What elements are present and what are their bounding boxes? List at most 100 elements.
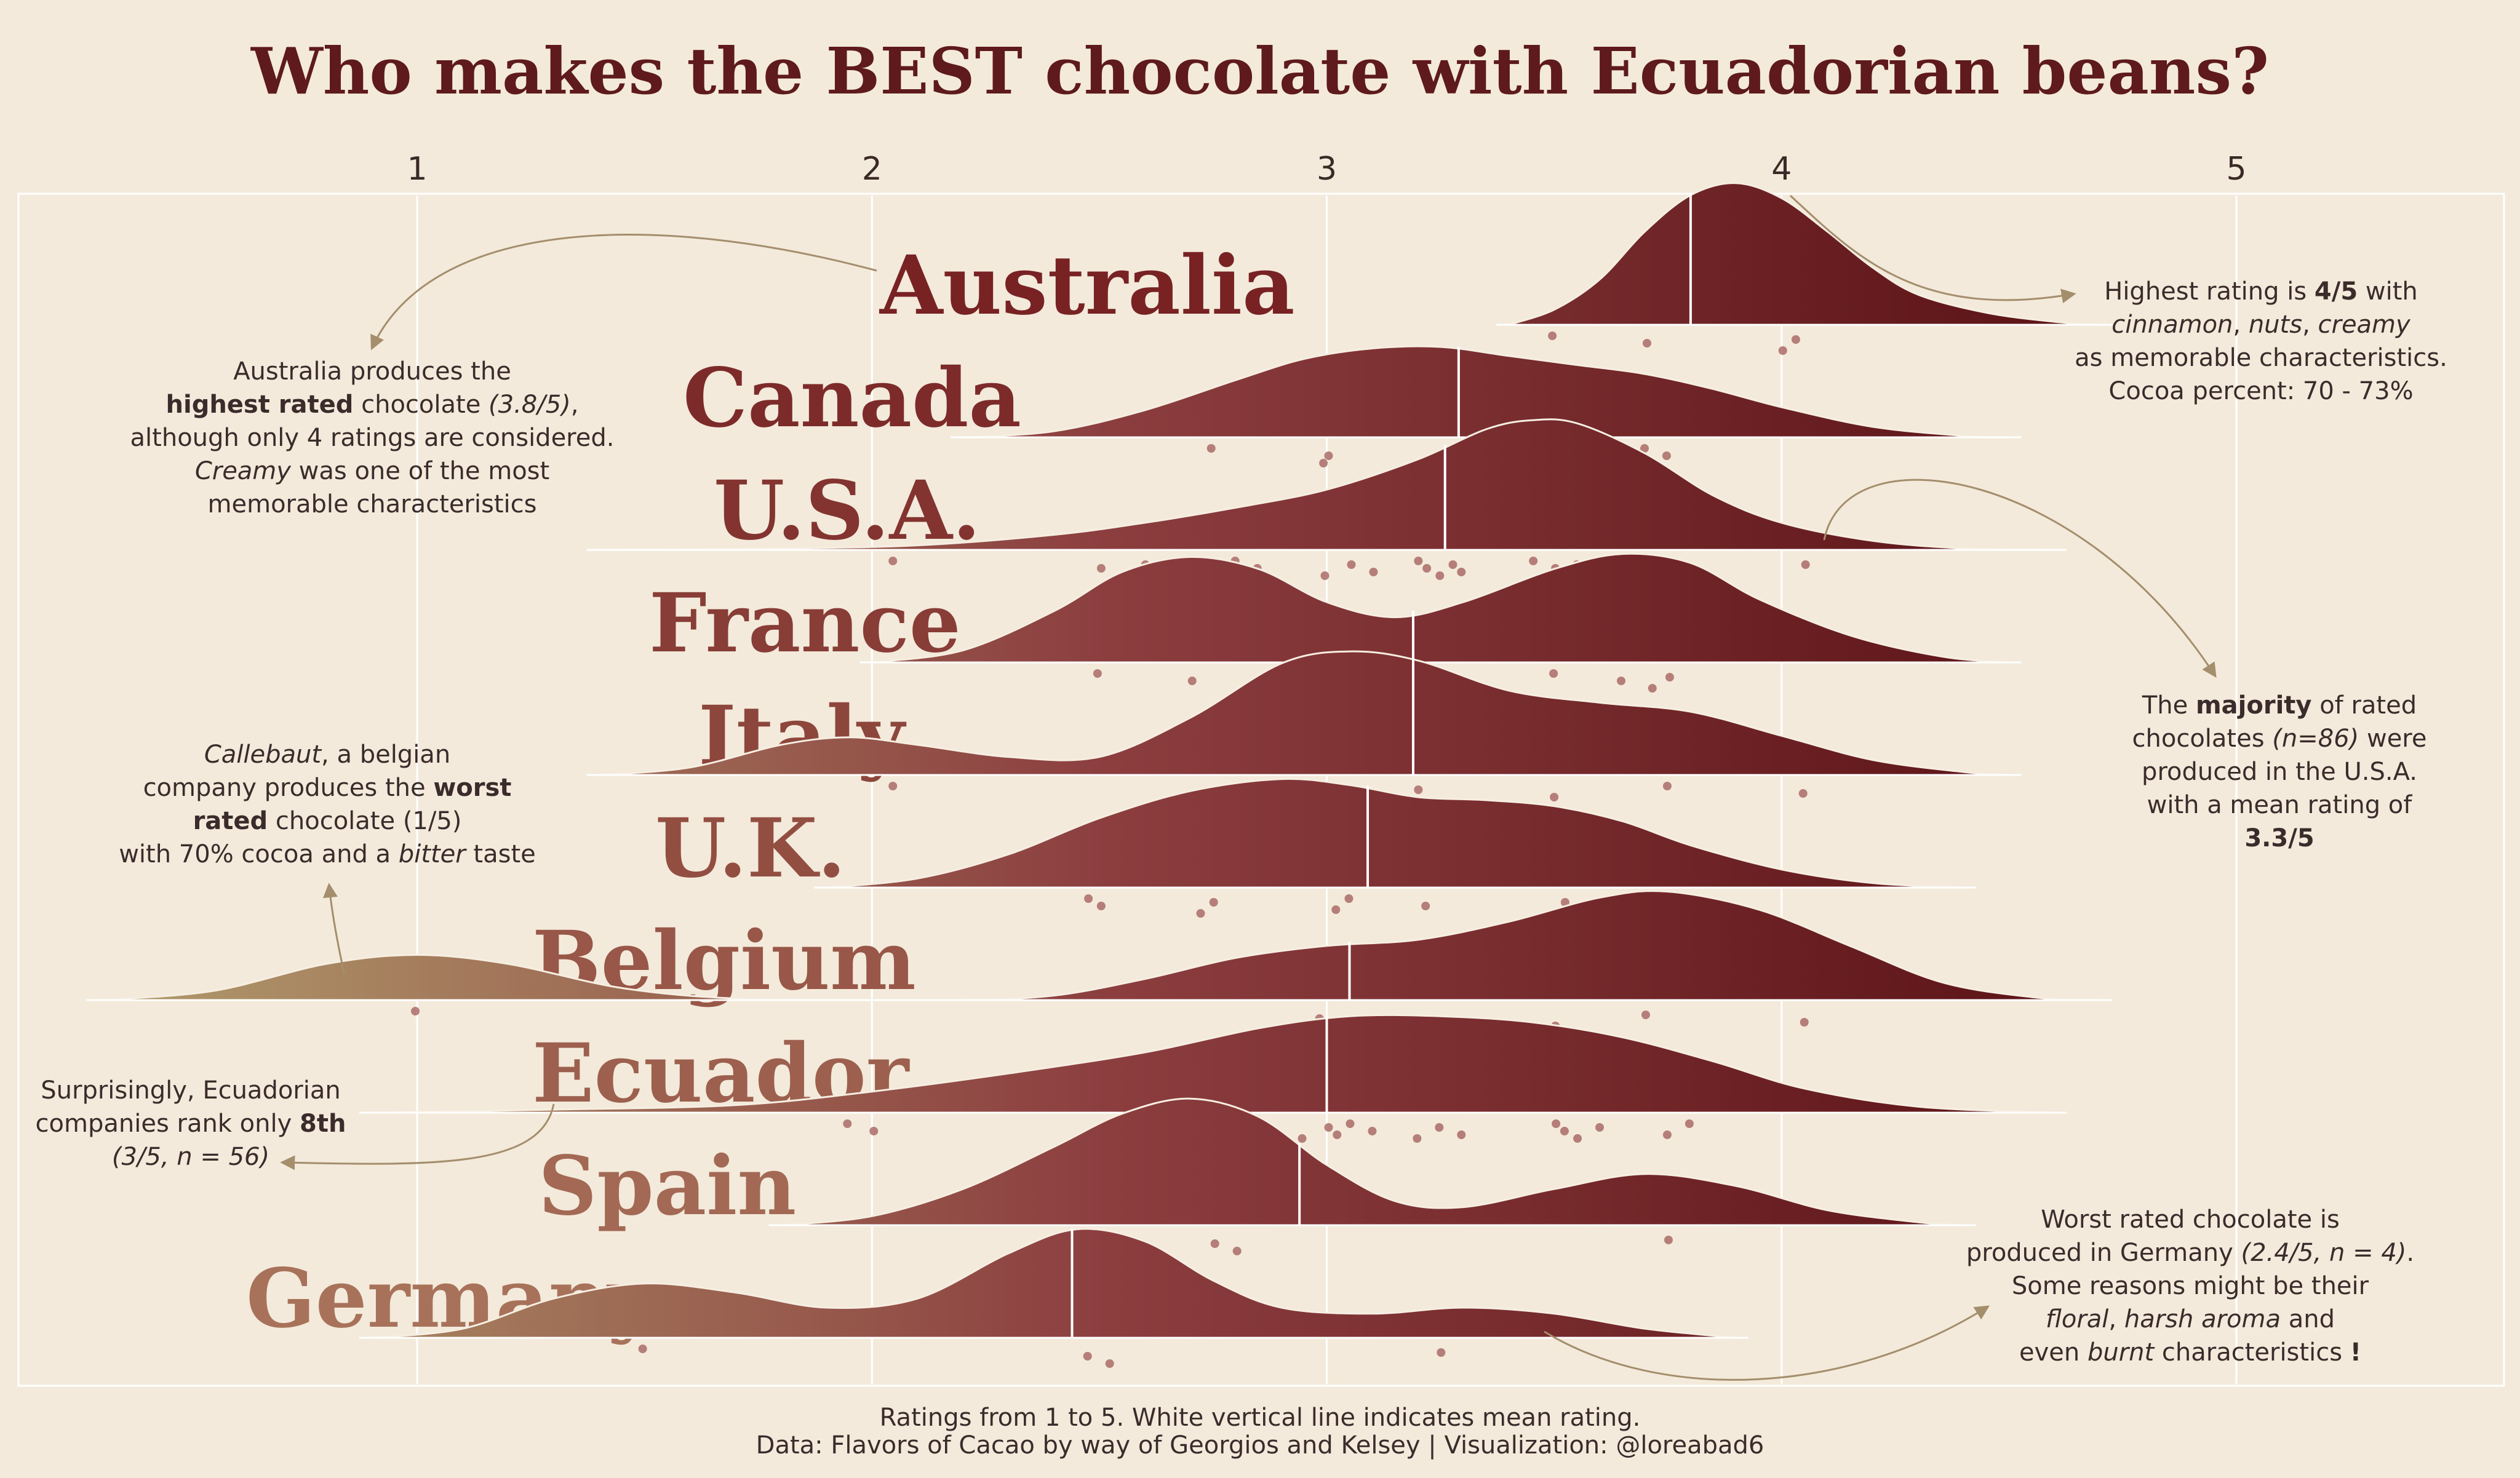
annotation-segment: , <box>2108 1305 2124 1333</box>
annotation-line: chocolates <box>2132 725 2273 753</box>
data-point <box>1457 1130 1466 1139</box>
data-point <box>1210 1239 1219 1248</box>
annotations: Australia produces the highest rated choc… <box>36 277 2447 1367</box>
annotation-segment: (2.4/5, n = 4) <box>2241 1239 2406 1267</box>
annotation-line: Callebaut <box>204 741 322 769</box>
annotation-segment: rated <box>193 807 268 835</box>
annotation-line: Surprisingly, Ecuadorian <box>41 1076 340 1105</box>
data-point <box>1344 894 1354 903</box>
data-point <box>1685 1119 1694 1128</box>
usa-arrow <box>1823 479 2217 678</box>
data-point <box>1529 557 1538 565</box>
annotation-line: The <box>2142 691 2196 720</box>
chart-title: Who makes the BEST chocolate with Ecuado… <box>250 33 2269 109</box>
ridge-u-k: U.K. <box>655 777 1976 918</box>
annotation-usa: The majority of rated chocolates (n=86) w… <box>2132 691 2427 852</box>
data-point <box>1187 677 1197 685</box>
data-point <box>1457 568 1466 576</box>
annotation-segment: 4/5 <box>2315 277 2358 306</box>
annotation-segment: . <box>2406 1239 2414 1267</box>
annotation-segment: burnt <box>2087 1338 2155 1367</box>
ecuador-arrow <box>280 1103 555 1170</box>
data-point <box>1662 782 1672 790</box>
data-point <box>1664 1236 1673 1244</box>
data-point <box>888 782 898 790</box>
data-point <box>1347 560 1356 569</box>
data-point <box>1595 1123 1605 1132</box>
data-point <box>1298 1134 1307 1143</box>
data-point <box>1778 346 1787 355</box>
data-point <box>1435 1123 1444 1132</box>
x-axis-ticks: 1 2 3 4 5 <box>407 151 2246 188</box>
ridge-italy: Italy <box>586 650 2022 805</box>
data-point <box>1333 1130 1342 1139</box>
annotation-segment: produced in the U.S.A. <box>2142 758 2417 786</box>
ridges: Australia Canada U.S.A. FranceItalyU.K.Belg… <box>86 182 2113 1368</box>
ridge-u-s-a: U.S.A. <box>586 418 2067 580</box>
annotation-segment: bitter <box>399 840 467 868</box>
annotation-segment: with <box>2358 277 2418 306</box>
data-point <box>1798 789 1808 798</box>
annotation-line: (3/5, n = 56) <box>112 1143 269 1171</box>
x-tick-label-5: 5 <box>2226 151 2246 188</box>
data-point <box>1324 1123 1333 1132</box>
data-point <box>411 1007 420 1015</box>
annotation-segment: harsh aroma <box>2124 1305 2281 1333</box>
annotation-segment: (3.8/5) <box>488 391 571 419</box>
data-point <box>1648 684 1657 693</box>
panel-border <box>17 193 2505 1387</box>
annotation-segment: creamy <box>2318 311 2412 339</box>
annotation-line: produced in the U.S.A. <box>2142 758 2417 786</box>
annotation-segment: Some reasons might be their <box>2012 1272 2369 1300</box>
annotation-segment: and <box>2281 1305 2335 1333</box>
ridge-australia: Australia <box>879 182 2113 355</box>
data-point <box>869 1127 879 1135</box>
annotation-line: company produces the <box>143 774 434 802</box>
density-italy <box>599 650 2009 776</box>
annotation-segment: produced in Germany <box>1966 1239 2241 1267</box>
data-point <box>1232 1247 1242 1255</box>
density-canada <box>963 345 2009 439</box>
data-point <box>1421 902 1430 910</box>
x-tick-label-4: 4 <box>1771 151 1792 188</box>
annotation-line: companies rank only <box>36 1110 300 1138</box>
data-point <box>1640 444 1649 453</box>
annotation-belgium: Callebaut, a belgian company produces the… <box>119 741 536 868</box>
annotation-segment: ! <box>2350 1338 2361 1367</box>
annotation-segment: majority <box>2196 691 2312 720</box>
ridge-belgium: Belgium <box>86 890 2113 1030</box>
x-tick-label-3: 3 <box>1317 151 1337 188</box>
data-point <box>1324 451 1333 460</box>
data-point <box>1801 560 1810 569</box>
caption-line-1: Ratings from 1 to 5. White vertical line… <box>880 1404 1641 1432</box>
data-point <box>1319 459 1328 467</box>
data-point <box>1346 1119 1355 1128</box>
annotation-line: even <box>2019 1338 2087 1367</box>
density-ecuador <box>372 1014 2055 1114</box>
data-point <box>1209 898 1218 907</box>
annotation-line: with 70% cocoa and a <box>119 840 399 868</box>
annotation-segment: Surprisingly, Ecuadorian <box>41 1076 340 1105</box>
data-point <box>1096 564 1106 573</box>
annotation-line: Creamy <box>195 457 292 485</box>
annotation-segment: taste <box>466 840 536 868</box>
annotation-segment: characteristics <box>2154 1338 2350 1367</box>
annotation-segment: as memorable characteristics. <box>2075 344 2447 372</box>
annotation-segment: nuts <box>2249 311 2302 339</box>
annotation-segment: memorable characteristics <box>208 490 537 518</box>
data-point <box>1665 673 1674 681</box>
annotation-segment: Cocoa percent: 70 - 73% <box>2108 377 2413 405</box>
data-point <box>843 1119 852 1128</box>
annotation-segment: (3/5, n = 56) <box>112 1143 269 1171</box>
data-point <box>1093 669 1102 678</box>
annotation-segment: even <box>2019 1338 2087 1367</box>
country-label-u-s-a: U.S.A. <box>714 463 981 558</box>
annotation-line: 3.3/5 <box>2244 824 2314 852</box>
annotation-segment: chocolate (1/5) <box>268 807 461 835</box>
density-u-k <box>826 777 1964 889</box>
ridge-spain: Spain <box>538 1097 1976 1255</box>
density-spain <box>781 1097 1964 1226</box>
annotation-segment: 8th <box>300 1110 346 1138</box>
annotation-ecuador: Surprisingly, Ecuadorian companies rank o… <box>36 1076 346 1171</box>
data-point <box>1414 785 1423 794</box>
